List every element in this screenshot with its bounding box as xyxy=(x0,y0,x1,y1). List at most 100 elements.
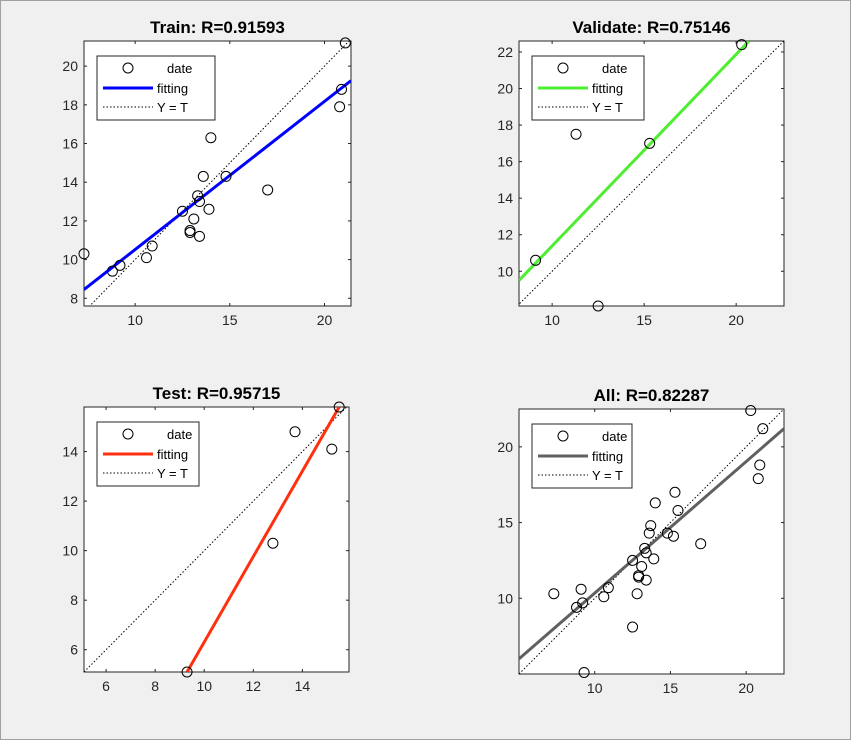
data-point xyxy=(192,190,204,202)
x-tick-label: 12 xyxy=(246,678,262,694)
data-point xyxy=(602,582,614,594)
data-point xyxy=(672,504,684,516)
y-tick-label: 6 xyxy=(70,642,78,658)
plot-area xyxy=(84,41,351,306)
y-tick-label: 14 xyxy=(62,174,78,190)
data-point xyxy=(754,459,766,471)
x-tick-label: 20 xyxy=(738,680,754,696)
y-tick-label: 20 xyxy=(497,81,513,97)
fitting-line xyxy=(519,427,784,660)
data-point xyxy=(205,132,217,144)
data-point xyxy=(188,213,200,225)
data-point xyxy=(648,553,660,565)
data-point xyxy=(598,591,610,603)
data-point xyxy=(640,547,652,559)
legend-marker-date xyxy=(557,430,569,442)
y-tick-label: 20 xyxy=(62,58,78,74)
y-tick-label: 8 xyxy=(70,290,78,306)
fitting-line xyxy=(519,41,751,282)
legend-marker-date xyxy=(557,62,569,74)
x-tick-label: 14 xyxy=(295,678,311,694)
x-tick-label: 20 xyxy=(317,312,333,328)
data-point xyxy=(184,226,196,238)
data-point xyxy=(339,37,351,49)
chart-title: Train: R=0.91593 xyxy=(150,18,285,37)
x-tick-label: 10 xyxy=(544,312,560,328)
legend-label: Y = T xyxy=(157,466,188,481)
legend-label: fitting xyxy=(592,449,623,464)
y-tick-label: 14 xyxy=(62,444,78,460)
data-point xyxy=(548,588,560,600)
identity-line xyxy=(88,41,350,306)
data-point xyxy=(336,83,348,95)
x-tick-label: 15 xyxy=(663,680,679,696)
fitting-line xyxy=(185,407,341,672)
legend-label: Y = T xyxy=(157,100,188,115)
y-tick-label: 18 xyxy=(497,117,513,133)
data-point xyxy=(636,560,648,572)
data-point xyxy=(577,597,589,609)
legend-label: date xyxy=(167,427,192,442)
data-point xyxy=(333,401,345,413)
data-point xyxy=(140,252,152,264)
y-tick-label: 12 xyxy=(62,493,78,509)
y-tick-label: 8 xyxy=(70,592,78,608)
x-tick-label: 10 xyxy=(127,312,143,328)
data-point xyxy=(176,205,188,217)
y-tick-label: 12 xyxy=(497,227,513,243)
legend-marker-date xyxy=(122,62,134,74)
data-point xyxy=(220,170,232,182)
data-point xyxy=(106,265,118,277)
data-point xyxy=(578,666,590,678)
data-point xyxy=(146,240,158,252)
data-point xyxy=(639,542,651,554)
y-tick-label: 18 xyxy=(62,97,78,113)
data-point xyxy=(203,203,215,215)
y-tick-label: 16 xyxy=(62,136,78,152)
y-tick-label: 10 xyxy=(62,252,78,268)
y-tick-label: 10 xyxy=(62,543,78,559)
legend: date fitting Y = T xyxy=(96,421,200,487)
data-point xyxy=(570,128,582,140)
data-point xyxy=(640,574,652,586)
legend-label: Y = T xyxy=(592,100,623,115)
data-point xyxy=(667,530,679,542)
data-point xyxy=(643,527,655,539)
data-point xyxy=(695,538,707,550)
chart-title: Validate: R=0.75146 xyxy=(572,18,730,37)
data-point xyxy=(78,248,90,260)
data-point xyxy=(575,583,587,595)
legend-label: date xyxy=(602,61,627,76)
data-point xyxy=(181,666,193,678)
plot-panel-1: 10 15 20 8 10 12 14 16 18 20 Train: R=0.91593 date f… xyxy=(62,18,352,328)
data-point xyxy=(669,486,681,498)
y-tick-label: 10 xyxy=(497,590,513,606)
data-point xyxy=(627,621,639,633)
data-point xyxy=(267,537,279,549)
data-point xyxy=(326,443,338,455)
data-point xyxy=(661,527,673,539)
data-point xyxy=(194,230,206,242)
x-tick-label: 10 xyxy=(587,680,603,696)
y-tick-label: 20 xyxy=(497,439,513,455)
chart-title: All: R=0.82287 xyxy=(594,386,710,405)
x-tick-label: 8 xyxy=(151,678,159,694)
x-tick-label: 15 xyxy=(636,312,652,328)
identity-line xyxy=(519,409,784,674)
chart-title: Test: R=0.95715 xyxy=(153,384,281,403)
legend-label: fitting xyxy=(157,447,188,462)
plot-area xyxy=(519,41,784,305)
fitting-line xyxy=(84,79,351,291)
legend-label: date xyxy=(602,429,627,444)
data-point xyxy=(645,520,657,532)
legend-label: fitting xyxy=(592,81,623,96)
plot-area xyxy=(519,409,784,674)
data-point xyxy=(752,473,764,485)
plot-panel-2: 10 15 20 10 12 14 16 18 20 22 Validate: R=0.75146 d… xyxy=(497,18,785,328)
legend-marker-date xyxy=(122,428,134,440)
data-point xyxy=(644,137,656,149)
data-point xyxy=(197,170,209,182)
x-tick-label: 6 xyxy=(102,678,110,694)
